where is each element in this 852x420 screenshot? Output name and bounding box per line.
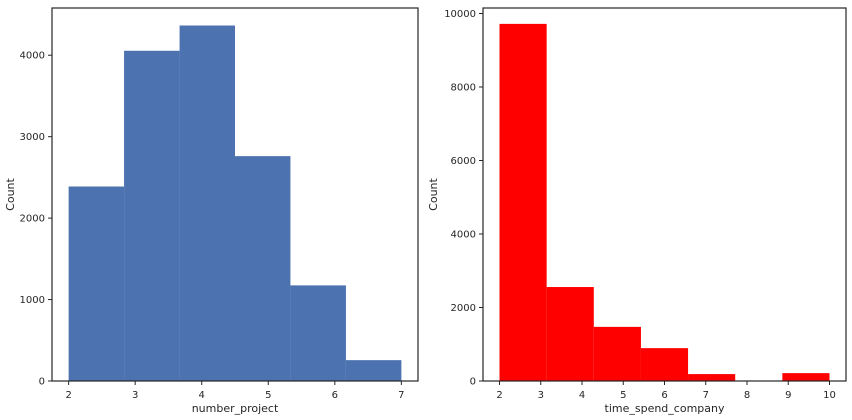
y-axis-label: Count (427, 177, 440, 210)
bar-time-spend-company-6 (782, 373, 830, 381)
bar-number-project-3 (235, 156, 291, 381)
x-tick-label: 4 (579, 390, 585, 401)
x-tick-label: 8 (744, 390, 750, 401)
x-axis-label: number_project (192, 402, 279, 415)
y-tick-label: 2000 (20, 214, 45, 225)
x-tick-label: 6 (332, 390, 338, 401)
bar-number-project-0 (68, 186, 125, 381)
y-tick-label: 6000 (451, 156, 476, 167)
x-tick-label: 3 (132, 390, 138, 401)
y-tick-label: 10000 (444, 9, 476, 20)
x-tick-label: 2 (496, 390, 502, 401)
y-tick-label: 0 (470, 377, 476, 388)
x-tick-label: 3 (538, 390, 544, 401)
y-tick-label: 3000 (20, 132, 45, 143)
bar-time-spend-company-3 (640, 348, 689, 381)
bar-time-spend-company-2 (593, 326, 641, 381)
axes-frame-number-project (51, 7, 419, 382)
y-tick-label: 2000 (451, 303, 476, 314)
x-tick-label: 2 (65, 390, 71, 401)
x-tick-label: 5 (620, 390, 626, 401)
y-tick-label: 0 (39, 377, 45, 388)
x-tick-label: 7 (398, 390, 404, 401)
x-axis-label: time_spend_company (605, 402, 725, 415)
histogram-time-spend-company: 2 3 4 5 6 7 8 9 10 0 2000 4000 6000 8000 10000 time_spe… (427, 7, 847, 415)
y-tick-label: 4000 (20, 51, 45, 62)
y-axis-label: Count (4, 177, 17, 210)
bar-number-project-4 (290, 285, 346, 381)
bar-number-project-1 (124, 50, 180, 381)
y-tick-label: 4000 (451, 230, 476, 241)
y-tick-label: 1000 (20, 295, 45, 306)
x-tick-label: 9 (785, 390, 791, 401)
bar-time-spend-company-0 (499, 23, 547, 381)
bar-time-spend-company-1 (546, 287, 594, 381)
y-tick-label: 8000 (451, 83, 476, 94)
bar-time-spend-company-4 (688, 374, 736, 381)
x-tick-label: 6 (661, 390, 667, 401)
x-tick-label: 4 (199, 390, 205, 401)
histogram-number-project: 2 3 4 5 6 7 0 1000 2000 3000 4000 number_project Cou… (4, 7, 419, 415)
x-tick-label: 5 (265, 390, 271, 401)
bar-number-project-2 (179, 25, 235, 381)
x-tick-label: 10 (823, 390, 836, 401)
x-tick-label: 7 (703, 390, 709, 401)
bar-number-project-5 (345, 360, 402, 381)
